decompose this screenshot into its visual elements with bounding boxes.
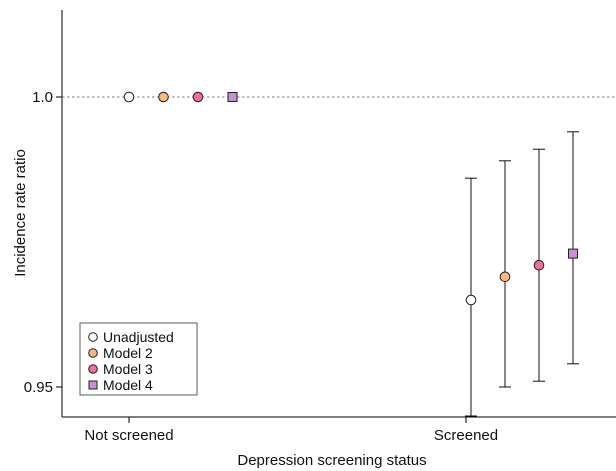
legend-marker-model-4 (88, 380, 98, 390)
data-point-model-4 (568, 248, 578, 259)
data-point-model-3 (192, 91, 204, 103)
data-point-model-3 (533, 259, 545, 271)
y-tick-label: 1.0 (32, 89, 53, 106)
data-points (123, 91, 578, 306)
y-axis-title: Incidence rate ratio (12, 149, 29, 277)
data-point-model-2 (499, 271, 511, 283)
legend-box (79, 322, 198, 396)
legend-marker-model-3 (88, 364, 98, 374)
x-ticks: Not screened Screened (84, 417, 498, 444)
x-tick-label: Not screened (84, 427, 173, 444)
legend-marker-model-2 (88, 348, 98, 358)
y-tick-label: 0.95 (24, 379, 53, 396)
data-point-unadjusted (465, 294, 477, 306)
legend-marker-unadjusted (88, 332, 98, 342)
y-ticks: 0.95 1.0 (24, 89, 62, 396)
data-point-model-4 (227, 92, 238, 102)
data-point-model-2 (158, 91, 169, 103)
legend-label: Model 2 (103, 345, 153, 361)
legend-label: Model 3 (103, 361, 153, 377)
error-bars (465, 131, 579, 417)
x-axis-title: Depression screening status (237, 452, 426, 469)
legend-label: Unadjusted (103, 329, 174, 345)
legend-label: Model 4 (103, 377, 153, 393)
data-point-unadjusted (123, 91, 135, 103)
x-tick-label: Screened (434, 427, 498, 444)
